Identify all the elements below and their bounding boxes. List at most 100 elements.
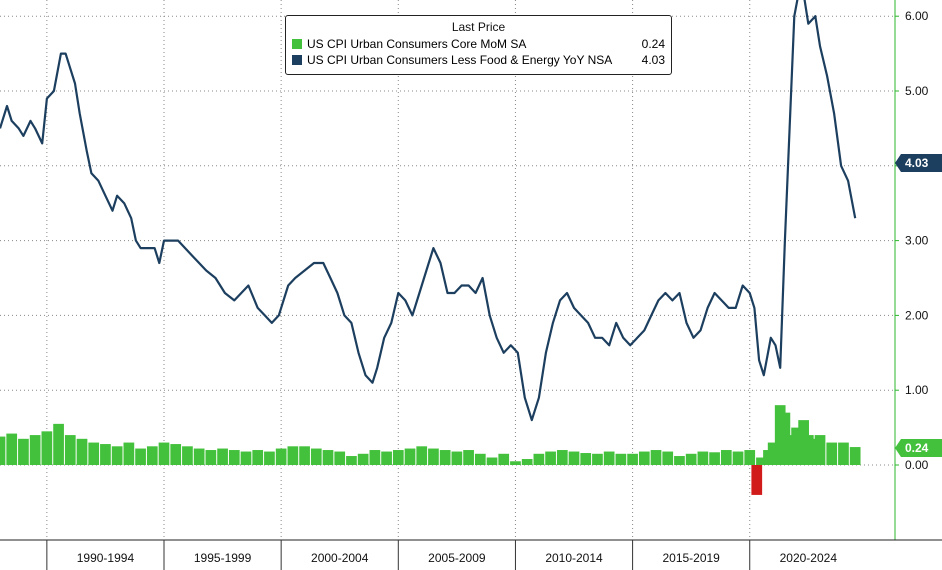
last-price-value: 0.24 <box>905 441 929 455</box>
bar <box>650 450 662 465</box>
bar <box>41 431 53 465</box>
bar <box>779 412 791 465</box>
legend-swatch-icon <box>292 55 302 65</box>
x-tick-label: 2010-2014 <box>545 551 603 565</box>
bar <box>474 453 486 465</box>
y-tick-label: 0.00 <box>905 458 929 472</box>
last-price-badge <box>895 439 942 457</box>
bar <box>88 442 100 465</box>
bar <box>6 433 18 465</box>
y-tick-label: 5.00 <box>905 84 929 98</box>
bar <box>662 451 674 465</box>
bar <box>322 450 334 465</box>
x-tick-label: 1995-1999 <box>194 551 252 565</box>
bar <box>486 457 498 465</box>
bar <box>135 448 146 465</box>
bar <box>111 446 123 465</box>
x-tick-label: 1990-1994 <box>77 551 135 565</box>
bar <box>580 453 592 465</box>
bar <box>533 453 545 465</box>
bar <box>556 450 568 465</box>
bar <box>29 435 41 465</box>
bar <box>64 435 76 465</box>
bar <box>767 442 779 465</box>
bar <box>428 448 439 465</box>
bar <box>158 442 170 465</box>
bar <box>123 442 135 465</box>
bar <box>275 448 287 465</box>
bar <box>217 448 228 465</box>
legend-swatch-icon <box>292 39 302 49</box>
legend-title: Last Price <box>451 20 506 34</box>
y-tick-label: 3.00 <box>905 234 929 248</box>
bar <box>826 442 838 465</box>
bar <box>416 446 428 465</box>
bar <box>510 461 521 465</box>
bar <box>615 453 627 465</box>
bar <box>521 459 533 465</box>
bar <box>603 451 615 465</box>
bar <box>404 448 416 465</box>
bar <box>228 450 240 465</box>
bar <box>0 436 6 465</box>
bar <box>791 427 802 465</box>
line-series-core-yoy <box>0 0 857 422</box>
x-axis: 1990-1994 1995-1999 2000-2004 2005-2009 2010… <box>77 551 838 565</box>
bar <box>751 465 763 495</box>
bar <box>287 446 299 465</box>
bar <box>240 451 252 465</box>
bar-series-core-mom <box>0 405 861 495</box>
legend: Last Price US CPI Urban Consumers Core M… <box>285 15 672 75</box>
legend-entry: US CPI Urban Consumers Core MoM SA 0.24 <box>292 36 665 52</box>
y-tick-label: 1.00 <box>905 383 929 397</box>
bar <box>568 451 580 465</box>
bar <box>252 450 264 465</box>
series-line <box>0 0 857 422</box>
x-tick-label: 2000-2004 <box>311 551 369 565</box>
bar <box>346 456 357 465</box>
bar <box>146 446 158 465</box>
bar <box>392 450 404 465</box>
bar <box>709 452 720 465</box>
bar <box>439 450 451 465</box>
bar <box>299 446 310 465</box>
bar <box>369 450 381 465</box>
legend-entry-label: US CPI Urban Consumers Core MoM SA <box>307 37 527 51</box>
x-tick-label: 2005-2009 <box>428 551 486 565</box>
bar <box>756 457 767 465</box>
bar <box>205 450 217 465</box>
bar <box>193 448 205 465</box>
bar <box>638 451 650 465</box>
last-price-labels: 4.03 0.24 <box>895 154 942 457</box>
bar <box>170 444 182 465</box>
bar <box>720 450 732 465</box>
bar <box>310 448 322 465</box>
x-tick-label: 2020-2024 <box>780 551 838 565</box>
bar <box>814 435 826 465</box>
legend-entry: US CPI Urban Consumers Less Food & Energ… <box>292 52 665 68</box>
legend-entry-value: 0.24 <box>641 37 665 51</box>
x-tick-label: 2015-2019 <box>662 551 720 565</box>
bar <box>732 451 744 465</box>
bar <box>100 444 111 465</box>
bar <box>451 451 463 465</box>
legend-entry-label: US CPI Urban Consumers Less Food & Energ… <box>307 53 613 67</box>
bar <box>849 447 861 465</box>
bar <box>802 435 814 465</box>
bar <box>627 453 638 465</box>
bar <box>838 442 849 465</box>
bar <box>334 451 346 465</box>
bar <box>182 446 193 465</box>
bar <box>76 438 88 465</box>
y-tick-label: 6.00 <box>905 9 929 23</box>
bar <box>463 450 474 465</box>
bar <box>744 450 756 465</box>
bar <box>685 453 697 465</box>
bar <box>545 451 556 465</box>
bar <box>18 438 29 465</box>
bar <box>381 451 392 465</box>
last-price-value: 4.03 <box>905 156 929 170</box>
